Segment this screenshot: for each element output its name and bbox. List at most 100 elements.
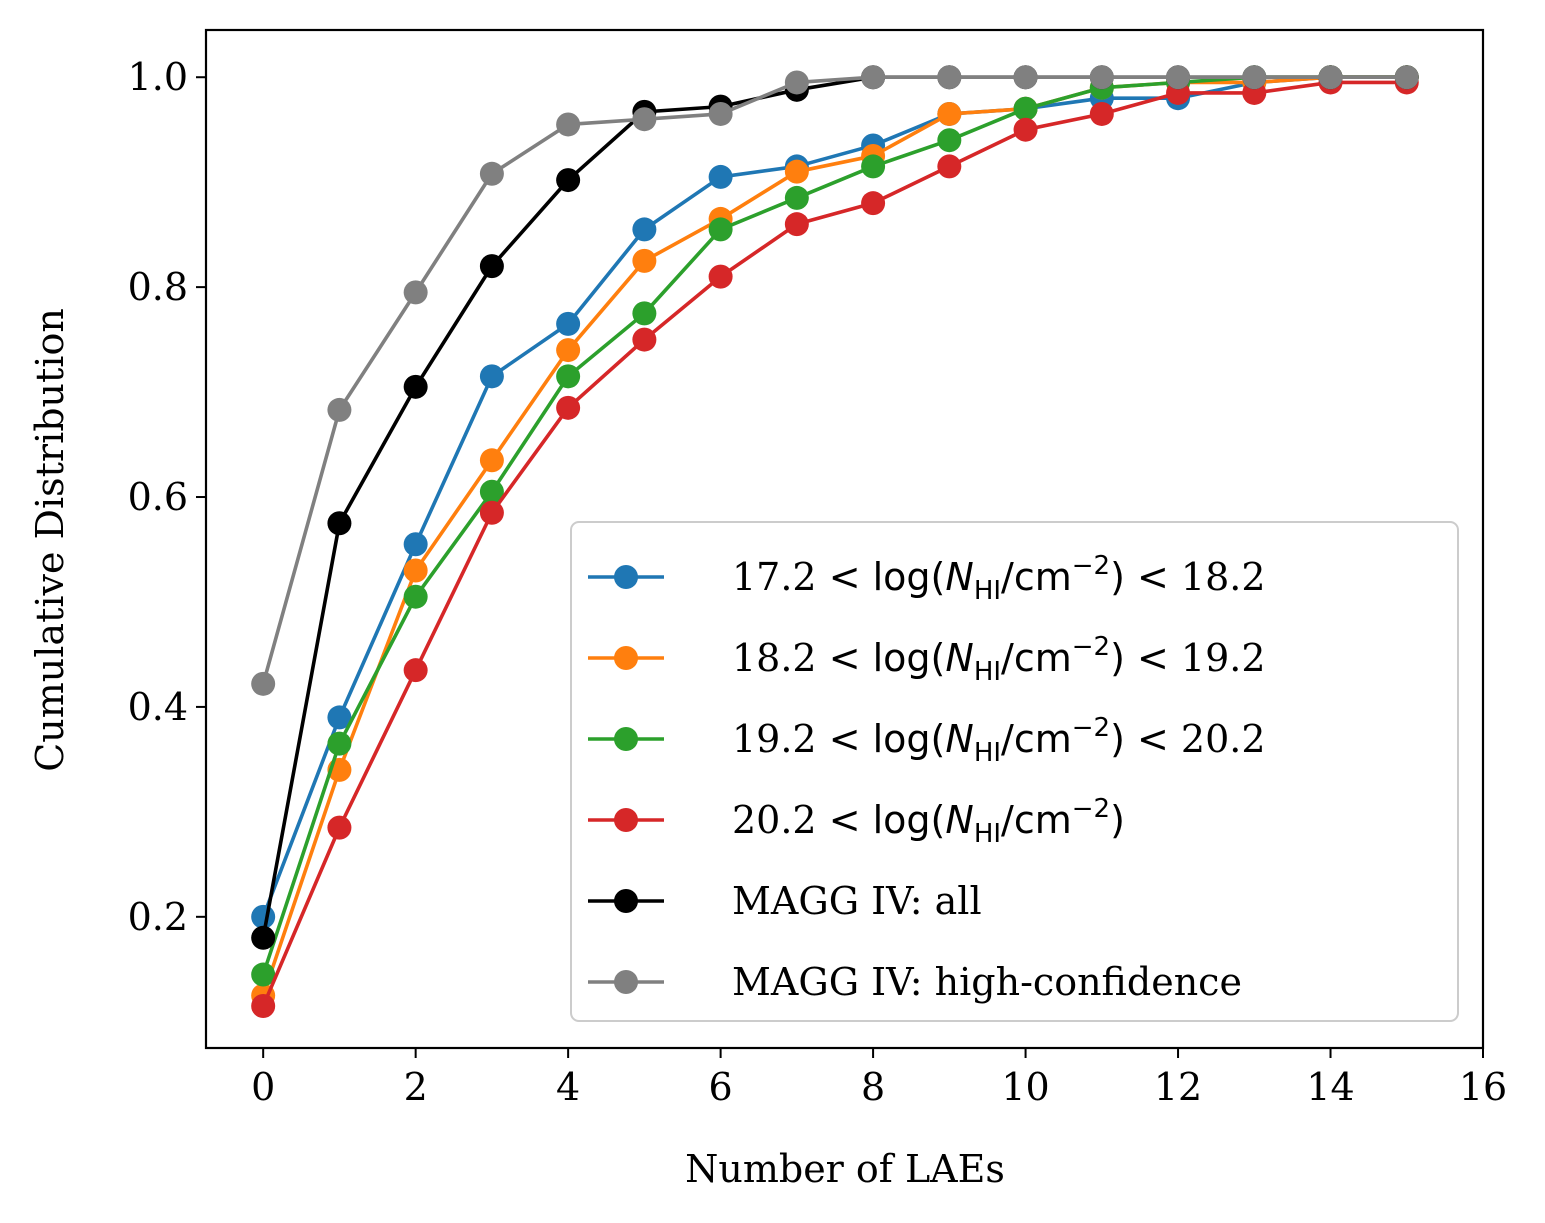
legend-marker [614,727,638,751]
data-point [403,374,428,399]
data-point [327,815,352,840]
series-line [261,75,1407,918]
legend-marker [614,970,638,994]
data-point [479,161,504,186]
data-point [1242,65,1267,90]
legend-marker [614,889,638,913]
data-point [784,212,809,237]
data-point [937,154,962,179]
data-point [1089,65,1114,90]
data-point [403,584,428,609]
data-point [479,364,504,389]
data-point [327,511,352,536]
y-tick-label: 0.6 [128,475,188,519]
legend-item-4: MAGG IV: all [588,879,982,923]
data-point [403,280,428,305]
data-point [479,479,504,504]
data-point [1089,101,1114,126]
data-point [937,65,962,90]
legend-label: MAGG IV: high-confidence [732,960,1242,1004]
series-line [261,80,1407,1007]
y-axis-ticks: 0.2 0.4 0.6 0.8 1.0 [128,55,206,939]
data-point [327,731,352,756]
data-point [403,658,428,683]
data-point [708,217,733,242]
data-point [403,532,428,557]
data-point [784,70,809,95]
legend-item-0: 17.2 < log(NHI/cm−2) < 18.2 [588,551,1266,606]
legend-marker [614,646,638,670]
data-point [479,254,504,279]
legend-frame [570,521,1459,1022]
y-tick-label: 0.4 [128,685,188,729]
x-axis-label: Number of LAEs [685,1147,1005,1191]
data-point [1013,65,1038,90]
plot-frame [204,28,1485,1050]
data-point [1318,65,1343,90]
x-tick-label: 10 [1001,1065,1049,1109]
data-point [1013,96,1038,121]
data-point [556,168,581,193]
data-point [403,558,428,583]
data-point [1166,65,1191,90]
legend-label: 19.2 < log(NHI/cm−2) < 20.2 [732,713,1266,768]
legend-marker [614,808,638,832]
legend: 17.2 < log(NHI/cm−2) < 18.2 18.2 < log(NH… [570,521,1459,1022]
data-point [708,264,733,289]
legend-label: 18.2 < log(NHI/cm−2) < 19.2 [732,632,1266,687]
legend-item-1: 18.2 < log(NHI/cm−2) < 19.2 [588,632,1266,687]
y-axis-label: Cumulative Distribution [28,308,72,772]
x-tick-label: 14 [1306,1065,1354,1109]
legend-label: 20.2 < log(NHI/cm−2) [732,794,1125,849]
data-point [556,311,581,336]
y-tick-label: 1.0 [128,55,188,99]
x-tick-label: 6 [709,1065,733,1109]
data-point [632,248,657,273]
data-point [632,217,657,242]
legend-label: 17.2 < log(NHI/cm−2) < 18.2 [732,551,1266,606]
series-5 [251,65,1419,696]
data-point [251,925,276,950]
legend-item-2: 19.2 < log(NHI/cm−2) < 20.2 [588,713,1266,768]
x-tick-label: 16 [1459,1065,1507,1109]
x-tick-label: 0 [251,1065,275,1109]
data-point [556,112,581,137]
data-point [708,164,733,189]
data-point [784,185,809,210]
data-point [479,448,504,473]
x-axis-ticks: 0 2 4 6 8 10 12 14 16 [251,1048,1507,1109]
data-point [1013,117,1038,142]
legend-item-5: MAGG IV: high-confidence [588,960,1242,1004]
data-point [251,671,276,696]
data-point [251,962,276,987]
y-tick-label: 0.2 [128,895,188,939]
data-point [327,397,352,422]
series-line [261,75,1407,685]
data-point [632,107,657,132]
x-tick-label: 2 [404,1065,428,1109]
data-point [251,904,276,929]
data-point [784,159,809,184]
series-line [261,75,1407,976]
x-tick-label: 8 [861,1065,885,1109]
data-point [937,128,962,153]
data-point [632,301,657,326]
data-point [937,101,962,126]
legend-item-3: 20.2 < log(NHI/cm−2) [588,794,1125,849]
data-point [1394,65,1419,90]
data-point [251,994,276,1019]
series-layer [251,65,1419,1019]
data-point [861,65,886,90]
series-line [261,75,1407,997]
data-point [327,705,352,730]
legend-label: MAGG IV: all [732,879,982,923]
data-point [632,327,657,352]
data-point [861,154,886,179]
data-point [556,364,581,389]
data-point [556,395,581,420]
x-tick-label: 4 [556,1065,580,1109]
data-point [861,191,886,216]
y-tick-label: 0.8 [128,265,188,309]
data-point [556,338,581,363]
